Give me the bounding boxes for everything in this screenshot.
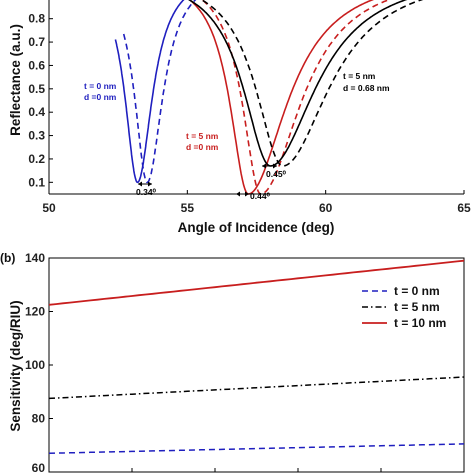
svg-text:0.34⁰: 0.34⁰ <box>136 187 157 197</box>
panel-b-curves <box>48 259 465 455</box>
panel-b-y-tick-label: 80 <box>32 412 46 426</box>
svg-text:0.45⁰: 0.45⁰ <box>266 169 287 179</box>
panel-b-y-tick-label: 120 <box>25 305 45 319</box>
panel-a-series-line-4 <box>187 0 408 167</box>
black-curve-label-d: d = 0.68 nm <box>343 83 390 93</box>
panel-a-x-ticks: 50 55 60 65 <box>42 190 471 215</box>
black-curve-label-t: t = 5 nm <box>343 71 376 81</box>
panel-a-y-tick-label: 0.5 <box>28 82 45 96</box>
panel-a-curves <box>114 0 424 195</box>
panel-a-x-axis-label: Angle of Incidence (deg) <box>178 220 335 235</box>
red-curve-label-d: d =0 nm <box>186 142 219 152</box>
panel-b-y-axis-label: Sensitivity (deg/RIU) <box>8 300 23 431</box>
panel-b-x-ticks <box>131 468 382 472</box>
blue-curve-label-t: t = 0 nm <box>84 81 117 91</box>
panel-b-series-line-1 <box>48 376 465 400</box>
panel-a-y-tick-label: 0.1 <box>28 175 45 189</box>
panel-a-y-ticks: 0.1 0.2 0.3 0.4 0.5 0.6 0.7 0.8 <box>28 12 53 189</box>
panel-b-y-ticks: 60 80 100 120 140 <box>25 251 53 474</box>
panel-a-series-line-3 <box>201 0 391 195</box>
svg-text:t = 0 nm: t = 0 nm <box>394 284 440 298</box>
panel-a-y-tick-label: 0.6 <box>28 58 45 72</box>
shift-marker-red: 0.44⁰ <box>236 191 271 201</box>
panel-a-x-tick-label: 60 <box>319 201 333 215</box>
shift-marker-black: 0.45⁰ <box>262 163 287 179</box>
panel-b-series-line-0 <box>48 443 465 455</box>
panel-a-series-line-5 <box>200 0 424 167</box>
panel-a-plot-area <box>49 0 464 194</box>
panel-b-y-tick-label: 100 <box>25 358 45 372</box>
panel-b-y-tick-label: 140 <box>25 251 45 265</box>
panel-a-series-line-0 <box>114 0 185 184</box>
panel-b-series-line-2 <box>48 259 465 306</box>
shift-marker-blue: 0.34⁰ <box>136 181 157 197</box>
svg-text:t = 10 nm: t = 10 nm <box>394 316 446 330</box>
panel-a-y-tick-label: 0.7 <box>28 35 45 49</box>
legend-entry-t5: t = 5 nm <box>362 300 440 314</box>
svg-text:t = 5 nm: t = 5 nm <box>394 300 440 314</box>
svg-text:0.44⁰: 0.44⁰ <box>250 191 271 201</box>
panel-b-plot-area <box>48 257 465 473</box>
legend-entry-t10: t = 10 nm <box>362 316 446 330</box>
panel-a-x-tick-label: 50 <box>42 201 56 215</box>
legend-entry-t0: t = 0 nm <box>362 284 440 298</box>
panel-a-x-tick-label: 55 <box>181 201 195 215</box>
panel-a-y-axis-label: Reflectance (a.u.) <box>8 24 23 136</box>
panel-b-label: (b) <box>0 251 15 265</box>
red-curve-label-t: t = 5 nm <box>186 131 219 141</box>
blue-curve-label-d: d =0 nm <box>84 92 117 102</box>
panel-a-y-tick-label: 0.8 <box>28 12 45 26</box>
panel-a: 50 55 60 65 0.1 0.2 0.3 0.4 0.5 0.6 0.7 0.8 Angle … <box>8 0 471 235</box>
panel-a-y-tick-label: 0.4 <box>28 105 45 119</box>
panel-b-y-tick-label: 60 <box>32 461 46 474</box>
panel-a-y-tick-label: 0.2 <box>28 152 45 166</box>
panel-b-legend: t = 0 nm t = 5 nm t = 10 nm <box>362 284 446 330</box>
panel-a-x-tick-label: 65 <box>457 201 471 215</box>
panel-a-y-tick-label: 0.3 <box>28 129 45 143</box>
panel-a-series-line-2 <box>188 0 375 195</box>
